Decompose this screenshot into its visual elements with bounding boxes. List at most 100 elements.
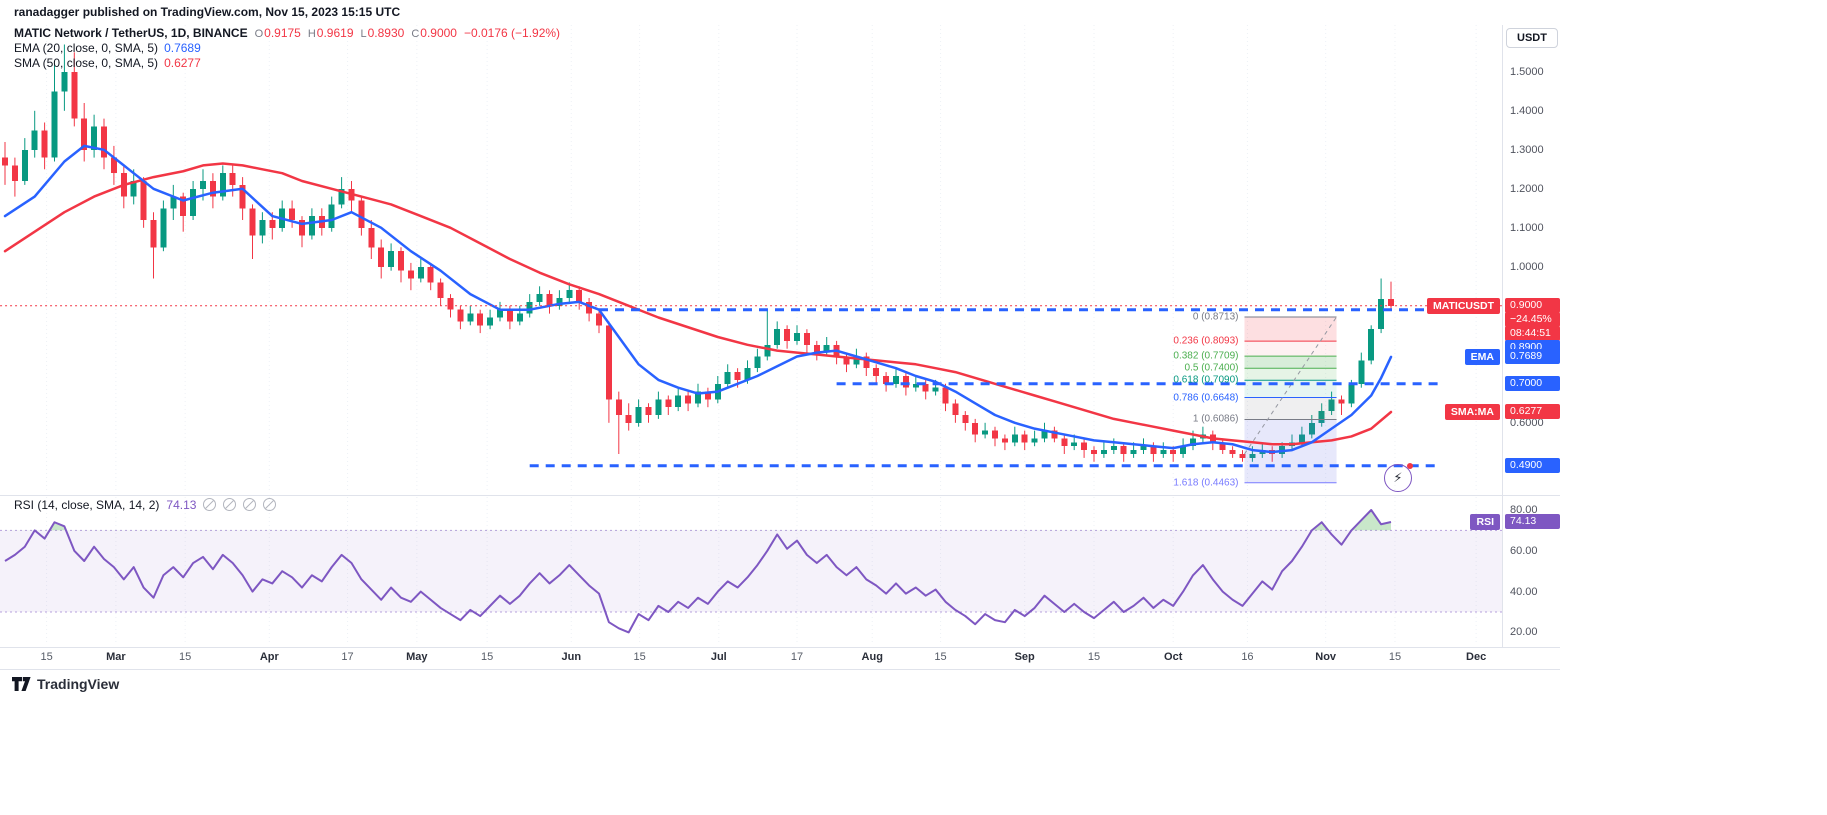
candle-body	[477, 313, 484, 326]
candle-body	[487, 317, 494, 326]
rsi-axis-tick: 20.00	[1510, 626, 1538, 639]
candle-body	[972, 422, 979, 435]
ema-legend-row: EMA (20, close, 0, SMA, 5) 0.7689	[14, 41, 560, 56]
time-axis-tick: Nov	[1315, 651, 1337, 663]
level-badge-0-4900: 0.4900	[1505, 457, 1560, 473]
ema-value-badge: 0.7689	[1505, 348, 1560, 364]
time-axis-tick: 15	[1388, 651, 1402, 663]
price-axis[interactable]: 1.5000 1.4000 1.3000 1.2000 1.1000 1.0000 0.60…	[1502, 25, 1564, 495]
candle-body	[388, 251, 395, 267]
candle-body	[170, 196, 177, 209]
low-value: 0.8930	[367, 26, 405, 40]
change-percent-badge: −24.45%	[1505, 311, 1560, 327]
symbol-title[interactable]: MATIC Network / TetherUS, 1D, BINANCE	[14, 26, 248, 40]
price-axis-tick: 1.1000	[1510, 221, 1544, 234]
candle-body	[1308, 422, 1315, 435]
candle-body	[1081, 442, 1088, 451]
open-label: O	[254, 28, 264, 40]
low-label: L	[360, 28, 367, 40]
price-axis-tick: 1.4000	[1510, 104, 1544, 117]
rsi-indicator-label[interactable]: RSI (14, close, SMA, 14, 2)	[14, 497, 160, 512]
candle-body	[101, 126, 107, 158]
candle-body	[1239, 454, 1246, 458]
candle-body	[873, 368, 880, 376]
candle-body	[437, 282, 444, 298]
ema-20-line[interactable]	[3, 144, 1393, 454]
rsi-axis[interactable]: 80.00 60.00 40.00 20.00 74.13	[1502, 497, 1564, 645]
candle-body	[546, 294, 553, 306]
time-axis-tick: 17	[790, 651, 804, 663]
time-axis[interactable]: 15 Mar 15 Apr 17 May 15 Jun 15 Jul 17 Aug 15 Sep 15 Oct…	[0, 651, 1502, 667]
candle-body	[526, 301, 533, 314]
candle-body	[803, 333, 810, 345]
candle-body	[417, 266, 424, 279]
rsi-pane[interactable]	[0, 497, 1502, 645]
time-axis-tick: Jul	[710, 651, 727, 663]
candle-body	[576, 290, 583, 302]
candle-body	[1160, 450, 1167, 454]
currency-toggle-button[interactable]: USDT	[1506, 28, 1558, 48]
candle-body	[71, 71, 78, 119]
candle-body	[596, 313, 602, 326]
candle-body	[952, 403, 959, 415]
sma-indicator-label[interactable]: SMA (50, close, 0, SMA, 5)	[14, 56, 159, 70]
candle-body	[1378, 298, 1385, 330]
symbol-legend-row: MATIC Network / TetherUS, 1D, BINANCE O 0.…	[14, 26, 560, 41]
tradingview-brand-text[interactable]: TradingView	[37, 676, 120, 692]
candle-body	[992, 430, 998, 439]
ema-indicator-label[interactable]: EMA (20, close, 0, SMA, 5)	[14, 41, 159, 55]
candle-body	[1051, 430, 1058, 439]
rsi-axis-tick: 40.00	[1510, 585, 1538, 598]
close-label: C	[411, 28, 420, 40]
sma-indicator-value: 0.6277	[164, 56, 201, 70]
candle-body	[160, 208, 167, 248]
candle-body	[794, 333, 800, 341]
candle-body	[823, 344, 830, 353]
candle-body	[180, 196, 187, 217]
candle-body	[734, 372, 741, 380]
candle-body	[1011, 434, 1018, 443]
sma-legend-row: SMA (50, close, 0, SMA, 5) 0.6277	[14, 56, 560, 71]
candle-body	[299, 220, 305, 236]
candle-body	[1219, 442, 1226, 451]
candle-body	[140, 181, 147, 220]
time-axis-tick: Sep	[1014, 651, 1035, 663]
delete-icon[interactable]	[243, 498, 257, 511]
candle-body	[556, 298, 563, 306]
lightning-glyph: ⚡	[1393, 470, 1403, 485]
lightning-icon[interactable]: ⚡	[1384, 463, 1413, 492]
candle-body	[1358, 360, 1365, 384]
candle-body	[704, 391, 711, 400]
candle-body	[675, 395, 682, 408]
price-pane[interactable]	[0, 25, 1502, 493]
pane-separator[interactable]	[0, 495, 1560, 496]
rsi-band	[0, 530, 1502, 612]
candle-body	[645, 407, 652, 415]
candle-body	[982, 430, 989, 435]
candle-body	[209, 181, 216, 197]
settings-icon[interactable]	[223, 498, 237, 511]
visibility-icon[interactable]	[203, 498, 217, 511]
time-axis-tick: Oct	[1164, 651, 1183, 663]
time-axis-tick: 15	[179, 651, 192, 663]
candle-body	[1388, 298, 1394, 306]
candle-body	[774, 329, 781, 345]
price-axis-tick: 1.5000	[1510, 65, 1544, 78]
candle-body	[883, 376, 890, 384]
candle-body	[150, 220, 157, 248]
candle-body	[605, 325, 612, 400]
more-options-icon[interactable]	[263, 498, 277, 511]
candle-body	[813, 344, 820, 353]
candle-body	[200, 181, 206, 189]
candle-body	[1130, 450, 1137, 454]
candle-body	[625, 415, 632, 423]
candle-body	[655, 399, 662, 415]
candle-body	[1328, 399, 1335, 412]
candle-body	[269, 220, 276, 228]
candle-body	[328, 204, 335, 228]
tradingview-logo-icon[interactable]	[12, 676, 31, 692]
rsi-line[interactable]	[4, 509, 1392, 634]
candle-body	[1190, 438, 1196, 447]
fib-trend-line[interactable]	[1244, 316, 1337, 455]
time-axis-tick: 16	[1241, 651, 1254, 663]
